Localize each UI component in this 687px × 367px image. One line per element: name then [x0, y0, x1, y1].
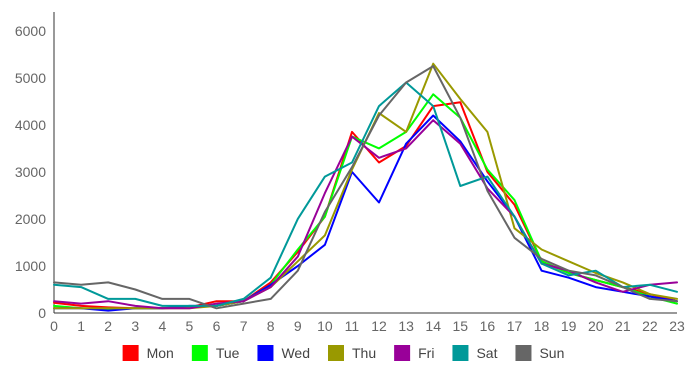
legend-label: Fri: [418, 345, 434, 361]
x-tick-label: 15: [453, 318, 469, 334]
legend-label: Thu: [352, 345, 376, 361]
series-line-wed: [53, 114, 678, 312]
y-tick-label: 5000: [15, 70, 46, 86]
x-tick-label: 9: [294, 318, 302, 334]
x-tick-label: 6: [213, 318, 221, 334]
x-tick-label: 5: [186, 318, 194, 334]
x-tick-label: 7: [240, 318, 248, 334]
x-tick-label: 21: [615, 318, 631, 334]
y-tick-label: 6000: [15, 23, 46, 39]
y-tick-label: 2000: [15, 211, 46, 227]
x-tick-label: 20: [588, 318, 604, 334]
series-line-fri: [53, 119, 678, 310]
x-tick-label: 12: [371, 318, 387, 334]
legend-swatch: [452, 345, 469, 361]
legend-item-mon: Mon: [122, 345, 174, 361]
x-tick-label: 2: [104, 318, 112, 334]
x-tick-label: 11: [345, 318, 360, 334]
legend-item-tue: Tue: [191, 345, 240, 361]
y-tick-label: 4000: [15, 117, 46, 133]
legend-label: Sun: [539, 345, 564, 361]
legend-label: Wed: [281, 345, 310, 361]
legend-label: Sat: [476, 345, 497, 361]
x-tick-label: 23: [669, 318, 685, 334]
legend-swatch: [515, 345, 532, 361]
series-layer: [53, 62, 678, 312]
legend-item-sat: Sat: [452, 345, 498, 361]
x-tick-label: 3: [131, 318, 139, 334]
legend-swatch: [328, 345, 344, 361]
legend-item-sun: Sun: [515, 345, 564, 361]
legend-item-thu: Thu: [328, 345, 376, 361]
x-tick-label: 8: [267, 318, 275, 334]
legend-swatch: [191, 345, 208, 361]
y-tick-label: 1000: [15, 258, 46, 274]
y-tick-label: 3000: [15, 164, 46, 180]
legend-swatch: [257, 345, 274, 361]
x-tick-label: 17: [507, 318, 523, 334]
x-tick-label: 13: [398, 318, 414, 334]
legend-item-wed: Wed: [257, 345, 310, 361]
legend-swatch: [122, 345, 139, 361]
x-tick-label: 22: [642, 318, 658, 334]
x-tick-label: 1: [77, 318, 85, 334]
series-line-sat: [53, 81, 678, 307]
x-tick-label: 18: [534, 318, 550, 334]
legend-label: Mon: [147, 345, 174, 361]
legend-swatch: [394, 345, 411, 361]
legend-label: Tue: [216, 345, 240, 361]
x-tick-label: 14: [425, 318, 441, 334]
series-line-sun: [53, 65, 678, 310]
x-tick-label: 16: [480, 318, 496, 334]
legend: Mon Tue Wed Thu Fri Sat Sun: [122, 345, 564, 361]
x-tick-label: 0: [50, 318, 58, 334]
x-tick-label: 10: [317, 318, 333, 334]
x-tick-label: 4: [158, 318, 166, 334]
legend-item-fri: Fri: [394, 345, 434, 361]
x-tick-label: 19: [561, 318, 577, 334]
y-tick-label: 0: [38, 305, 46, 321]
